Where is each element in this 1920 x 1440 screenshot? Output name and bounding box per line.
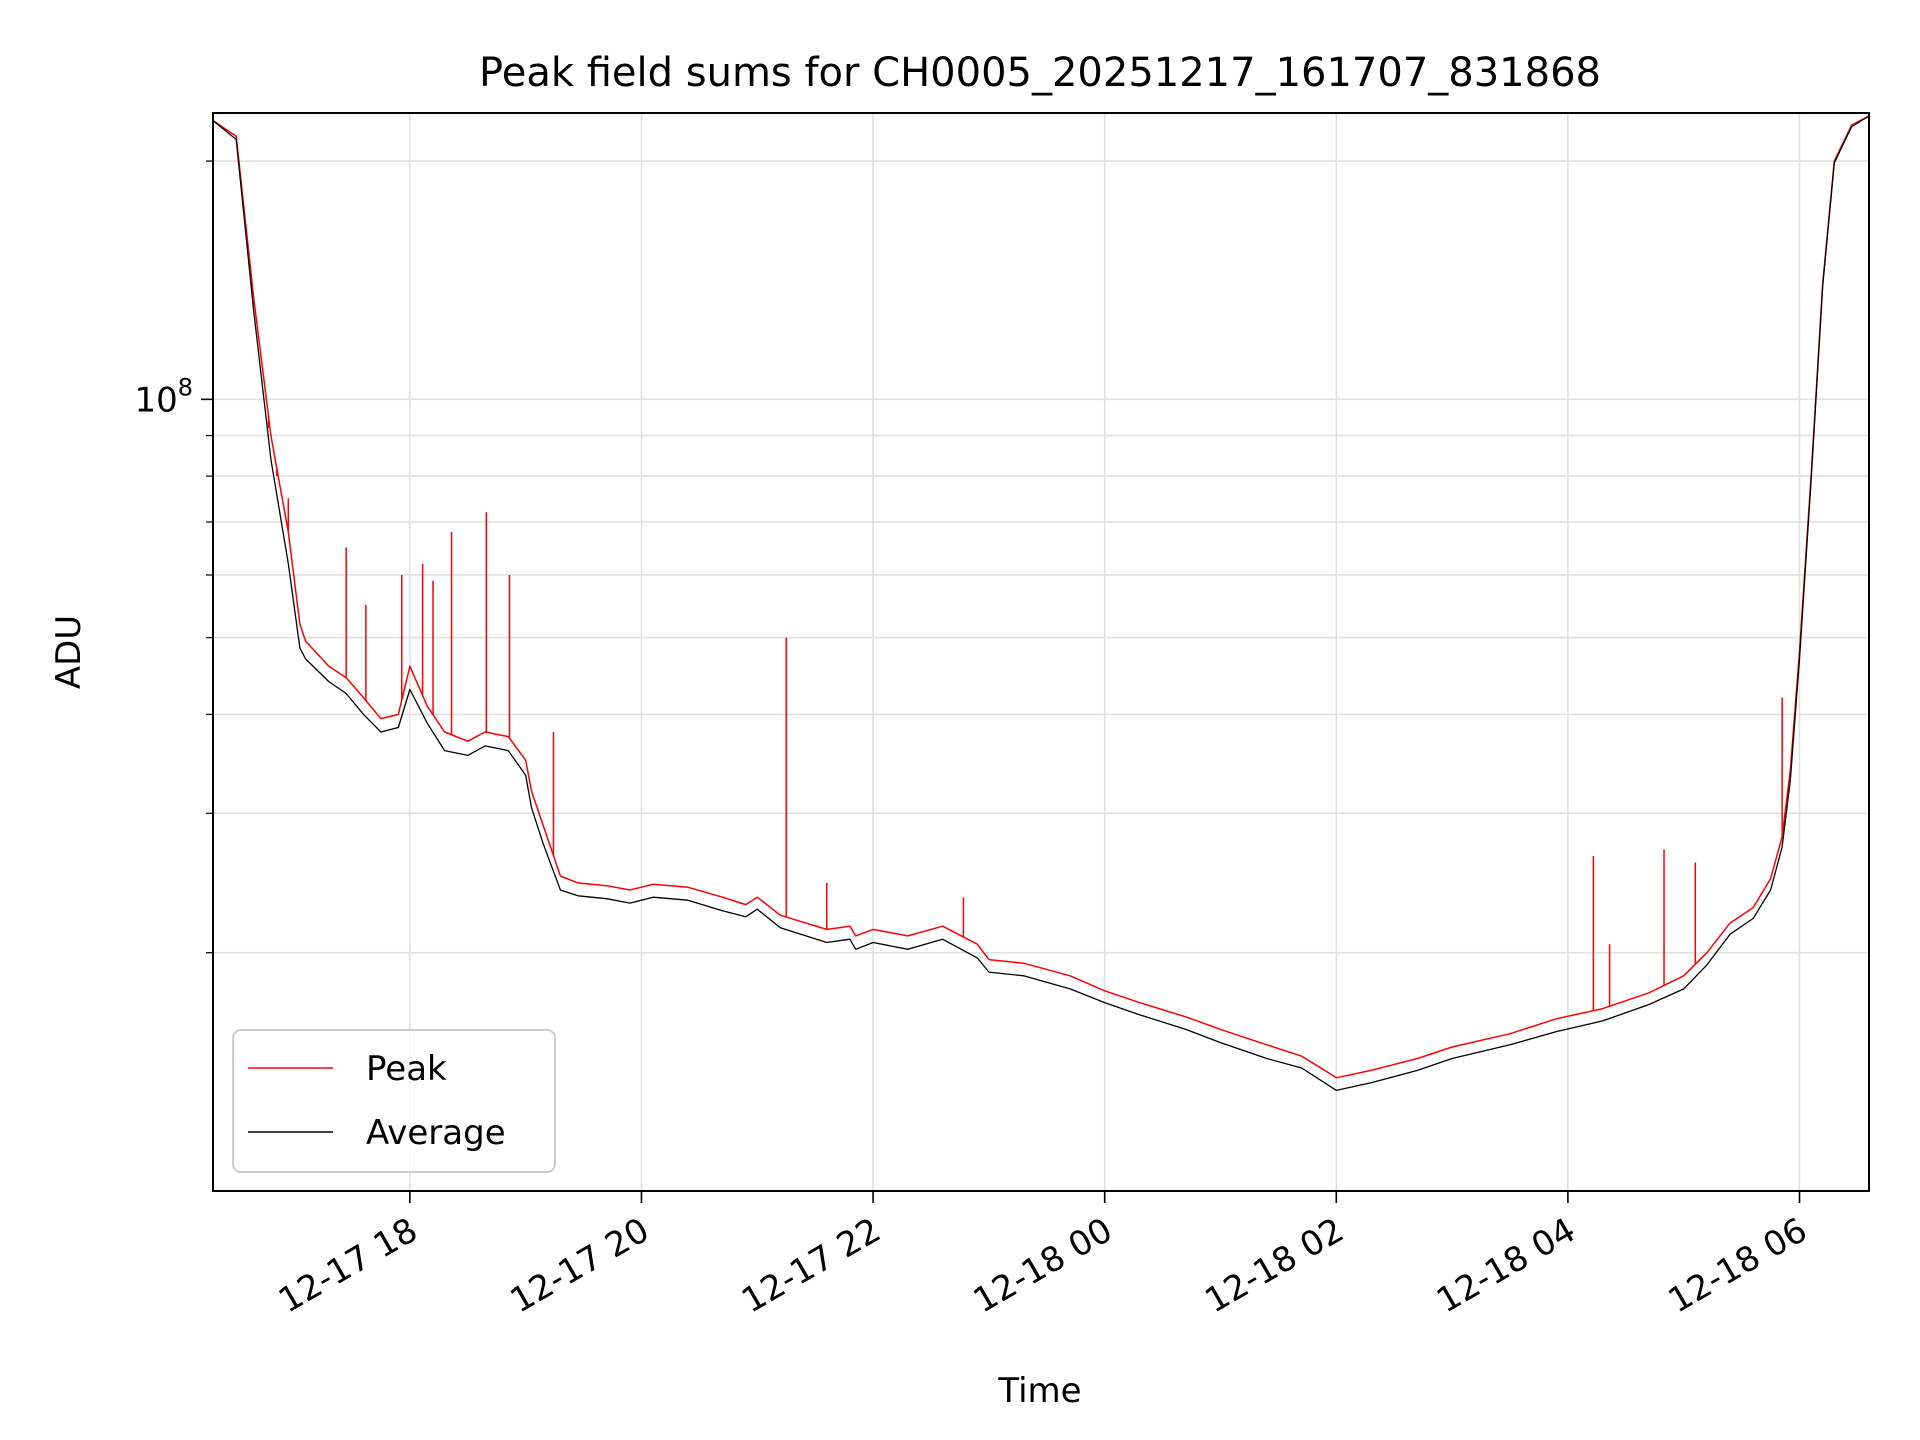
gridlines <box>213 113 1869 1191</box>
x-axis-label: Time <box>997 1371 1081 1411</box>
legend: Peak Average <box>232 1029 556 1173</box>
y-axis-label: ADU <box>49 615 89 689</box>
legend-label-peak: Peak <box>366 1049 447 1089</box>
legend-box <box>232 1029 556 1173</box>
y-tick-label: 108 <box>134 373 193 420</box>
series-layer <box>212 115 1870 1092</box>
y-axis: 108 <box>134 160 213 954</box>
legend-label-average: Average <box>366 1113 506 1153</box>
chart-title: Peak field sums for CH0005_20251217_1617… <box>479 50 1601 96</box>
plot-frame <box>212 112 1870 1192</box>
series-line-average <box>212 115 1870 1092</box>
